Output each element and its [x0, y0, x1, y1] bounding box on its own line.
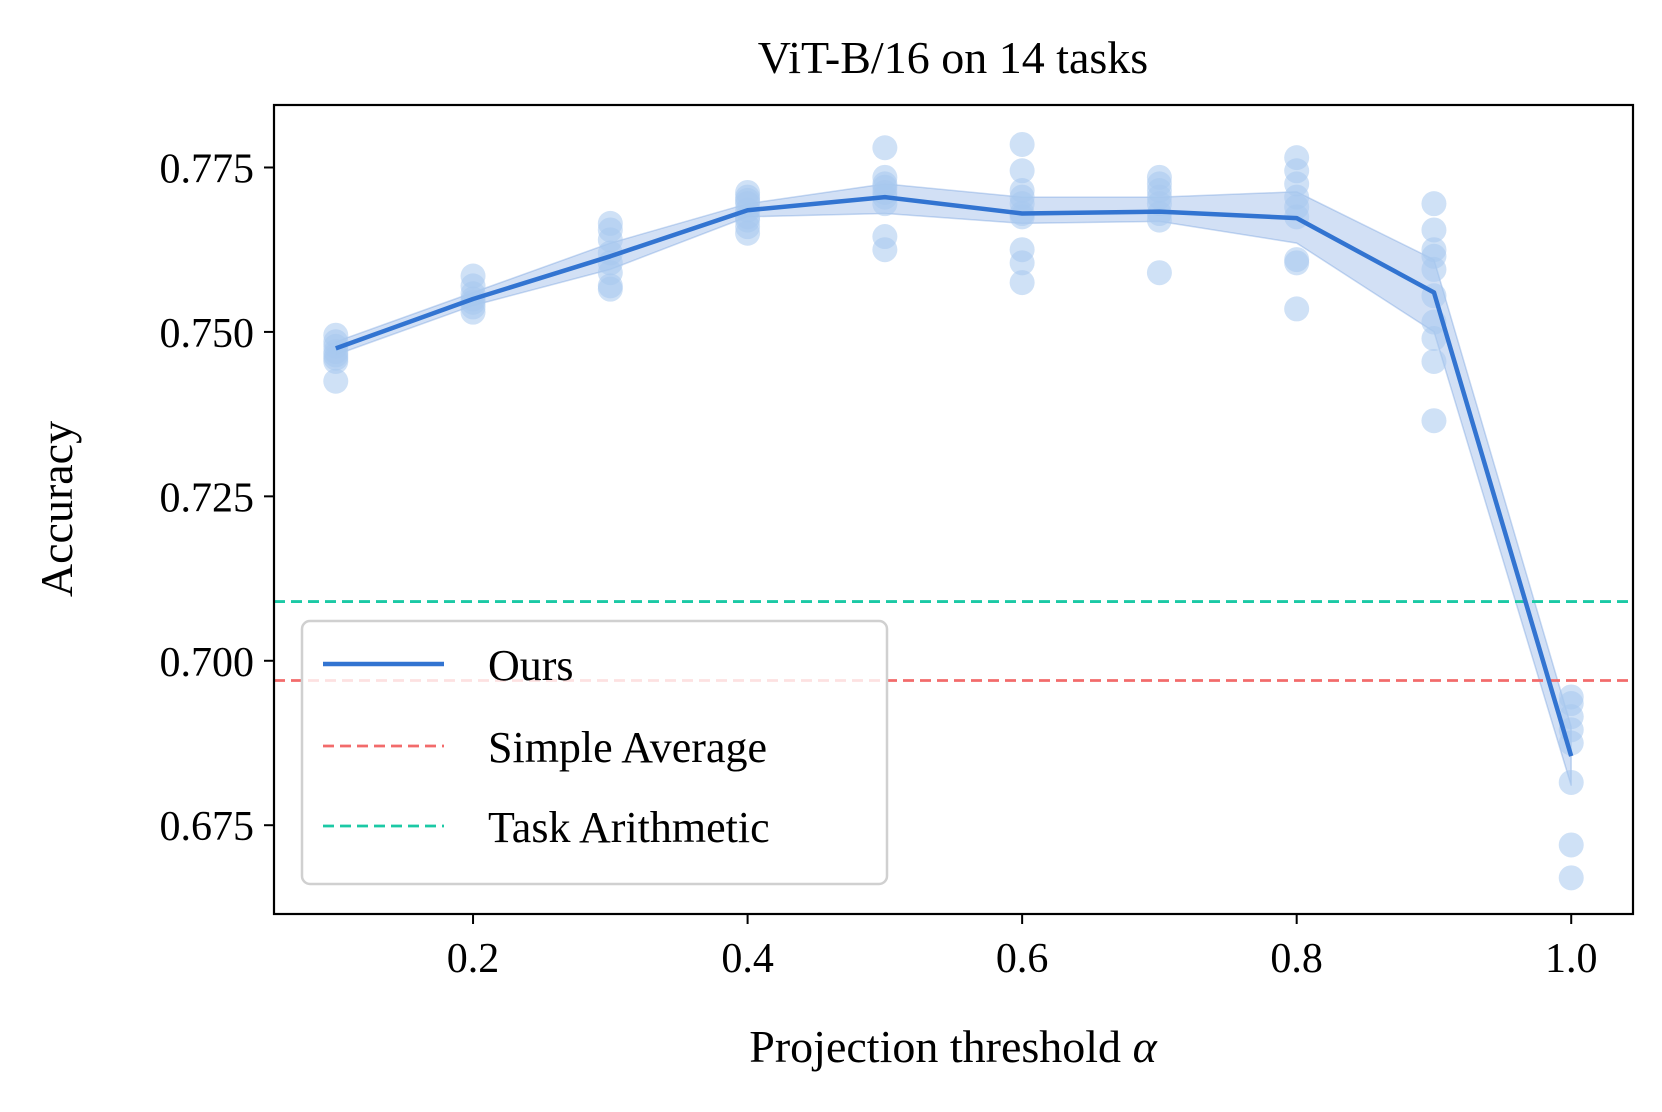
scatter-point	[323, 349, 349, 375]
scatter-point	[1284, 296, 1310, 322]
scatter-point	[597, 276, 623, 302]
scatter-point	[1421, 349, 1447, 375]
scatter-point	[1421, 408, 1447, 434]
scatter-point	[735, 220, 761, 246]
scatter-point	[1421, 256, 1447, 282]
scatter-point	[1558, 769, 1584, 795]
legend-label-ours: Ours	[488, 641, 574, 690]
y-tick-label: 0.725	[160, 475, 255, 521]
scatter-point	[1009, 270, 1035, 296]
scatter-point	[1009, 250, 1035, 276]
legend-box	[300, 619, 889, 886]
scatter-point	[1558, 865, 1584, 891]
scatter-point	[1421, 325, 1447, 351]
x-tick-label: 0.4	[721, 936, 774, 982]
scatter-point	[1009, 131, 1035, 157]
scatter-point	[1558, 832, 1584, 858]
y-tick-label: 0.700	[160, 640, 255, 686]
chart-title: ViT-B/16 on 14 tasks	[758, 32, 1148, 83]
scatter-point	[1421, 217, 1447, 243]
x-tick-label: 0.6	[996, 936, 1049, 982]
legend-label-simple-average: Simple Average	[488, 723, 767, 772]
y-tick-label: 0.750	[160, 311, 255, 357]
y-tick-label: 0.775	[160, 146, 255, 192]
line-ours	[335, 194, 1574, 757]
scatter-point	[872, 135, 898, 161]
scatter-point	[1009, 204, 1035, 230]
scatter-point	[1009, 158, 1035, 184]
x-tick-label: 1.0	[1545, 936, 1598, 982]
y-axis-label: Accuracy	[31, 421, 82, 597]
scatter-point	[872, 237, 898, 263]
scatter-point	[1146, 260, 1172, 286]
legend-label-task-arithmetic: Task Arithmetic	[488, 803, 770, 852]
x-axis-label-symbol: α	[1133, 1021, 1158, 1072]
plot-frame	[272, 103, 1635, 916]
scatter-point	[1421, 191, 1447, 217]
x-tick-label: 0.2	[447, 936, 500, 982]
y-tick-label: 0.675	[160, 804, 255, 850]
x-tick-label: 0.8	[1270, 936, 1323, 982]
x-axis-label: Projection threshold α	[749, 1021, 1157, 1072]
scatter-point	[323, 368, 349, 394]
scatter-point	[1284, 250, 1310, 276]
legend: Ours Simple Average Task Arithmetic	[300, 619, 889, 886]
scatter-point	[460, 299, 486, 325]
